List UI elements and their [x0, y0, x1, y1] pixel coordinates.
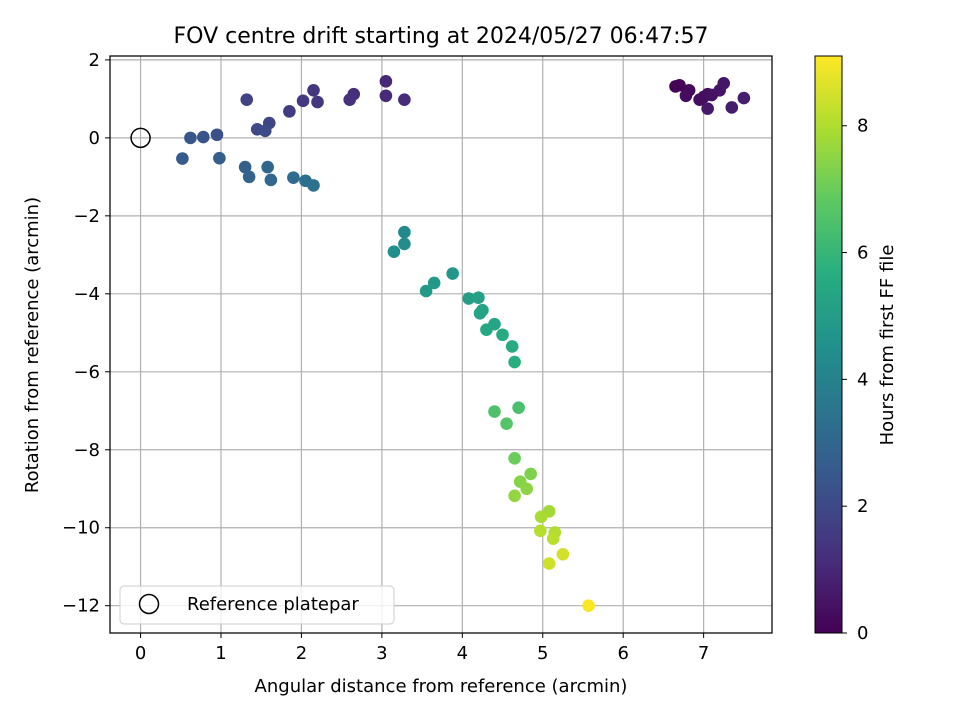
- data-point: [398, 225, 411, 239]
- data-point: [296, 94, 310, 108]
- data-point: [261, 160, 274, 174]
- data-point: [505, 340, 519, 353]
- data-point: [679, 89, 693, 103]
- x-tick-label: 2: [296, 643, 307, 664]
- data-point: [520, 482, 533, 496]
- data-point: [238, 160, 252, 174]
- data-point: [546, 532, 560, 545]
- data-point: [427, 276, 441, 290]
- y-tick-label: −6: [73, 362, 100, 383]
- data-point: [398, 93, 411, 106]
- data-point: [311, 95, 324, 109]
- data-point: [472, 291, 485, 305]
- x-tick-label: 3: [376, 643, 387, 664]
- colorbar-tick-label: 4: [857, 369, 868, 390]
- data-point: [210, 128, 224, 142]
- data-point: [534, 510, 548, 524]
- y-axis-label: Rotation from reference (arcmin): [22, 197, 43, 493]
- data-point: [258, 124, 272, 138]
- data-point: [398, 237, 411, 251]
- data-point: [582, 599, 595, 613]
- data-point: [283, 105, 296, 118]
- data-point: [176, 152, 189, 165]
- data-points: [176, 75, 751, 613]
- data-point: [717, 76, 731, 90]
- data-point: [488, 405, 501, 418]
- y-tick-label: 0: [89, 128, 100, 149]
- data-point: [496, 328, 509, 342]
- data-point: [480, 323, 493, 336]
- x-axis-label: Angular distance from reference (arcmin): [255, 676, 628, 697]
- y-tick-label: 2: [89, 50, 100, 71]
- data-point: [725, 101, 739, 114]
- colorbar-gradient: [814, 55, 843, 634]
- data-point: [508, 489, 521, 503]
- data-point: [287, 171, 300, 184]
- data-point: [737, 91, 751, 105]
- data-point: [446, 267, 459, 280]
- grid-lines: [110, 56, 772, 633]
- data-point: [524, 467, 537, 481]
- data-point: [534, 524, 547, 538]
- legend-open-circle-icon: [138, 593, 160, 615]
- data-point: [419, 284, 433, 298]
- y-tick-label: −2: [73, 206, 100, 227]
- legend: Reference platepar: [119, 585, 395, 625]
- colorbar-tick-label: 2: [857, 496, 868, 517]
- axis-ticks: 0 1 2 3 4 5 6 7 2 0 −2 −4 −6 −8 −10 −12: [62, 50, 709, 664]
- plot-frame: [109, 55, 773, 634]
- data-point: [307, 179, 320, 192]
- data-point: [556, 547, 570, 561]
- x-tick-label: 6: [617, 643, 628, 664]
- chart-title: FOV centre drift starting at 2024/05/27 …: [174, 24, 709, 49]
- data-point: [240, 93, 254, 106]
- y-tick-label: −4: [73, 284, 100, 305]
- data-point: [673, 78, 686, 92]
- data-point: [379, 75, 393, 88]
- data-point: [701, 102, 714, 115]
- reference-marker: [130, 127, 151, 149]
- colorbar-tick-label: 8: [857, 116, 868, 137]
- colorbar: 0 2 4 6 8 Hours from first FF file: [814, 55, 898, 644]
- colorbar-label: Hours from first FF file: [877, 245, 898, 446]
- data-point: [387, 245, 401, 259]
- y-tick-label: −12: [62, 596, 100, 617]
- x-tick-label: 5: [537, 643, 548, 664]
- data-point: [343, 93, 357, 106]
- data-point: [473, 307, 487, 320]
- data-point: [508, 452, 521, 465]
- colorbar-tick-label: 0: [857, 623, 868, 644]
- data-point: [184, 131, 197, 145]
- y-tick-label: −10: [62, 518, 100, 539]
- colorbar-ticks: 0 2 4 6 8: [842, 116, 868, 644]
- x-tick-label: 7: [698, 643, 709, 664]
- legend-label: Reference platepar: [187, 594, 359, 615]
- x-tick-label: 0: [135, 643, 146, 664]
- data-point: [500, 417, 513, 430]
- colorbar-tick-label: 6: [857, 243, 868, 264]
- x-tick-label: 4: [457, 643, 468, 664]
- data-point: [197, 130, 210, 144]
- data-point: [264, 173, 278, 187]
- data-point: [213, 151, 226, 165]
- data-point: [542, 557, 556, 570]
- y-tick-label: −8: [73, 440, 100, 461]
- data-point: [462, 292, 476, 305]
- data-point: [242, 170, 256, 184]
- data-point: [508, 355, 521, 369]
- legend-box: [119, 585, 395, 625]
- data-point: [512, 401, 525, 414]
- data-point: [379, 89, 393, 103]
- data-point: [307, 84, 320, 97]
- x-tick-label: 1: [215, 643, 226, 664]
